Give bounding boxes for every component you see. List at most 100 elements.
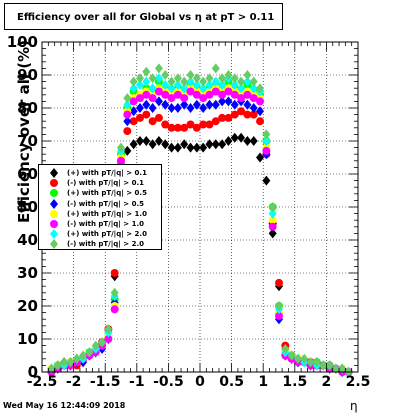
data-point bbox=[312, 357, 321, 368]
data-point bbox=[123, 93, 132, 104]
legend-label: (-) with pT/|q| > 2.0 bbox=[67, 240, 144, 249]
legend-entry: (-) with pT/|q| > 1.0 bbox=[39, 219, 161, 229]
data-point bbox=[224, 113, 233, 122]
data-point bbox=[173, 90, 182, 99]
legend-entry: (+) with pT/|q| > 1.0 bbox=[39, 209, 161, 219]
data-point bbox=[199, 94, 208, 103]
data-point bbox=[243, 76, 252, 87]
data-point bbox=[211, 76, 220, 87]
data-point bbox=[192, 79, 201, 90]
data-point bbox=[142, 76, 151, 87]
data-point bbox=[135, 94, 144, 103]
data-point bbox=[167, 103, 176, 113]
legend-label: (-) with pT/|q| > 0.1 bbox=[67, 179, 144, 188]
data-point bbox=[117, 142, 125, 153]
x-tick-label: -1 bbox=[129, 374, 145, 390]
data-point bbox=[243, 136, 252, 146]
x-axis-label: η bbox=[350, 399, 358, 413]
data-point bbox=[205, 120, 214, 129]
data-point bbox=[237, 76, 246, 87]
data-point bbox=[256, 117, 265, 126]
legend-label: (+) with pT/|q| > 0.1 bbox=[67, 169, 147, 177]
data-point bbox=[161, 90, 170, 99]
data-point bbox=[154, 63, 163, 74]
data-point bbox=[293, 353, 302, 364]
data-point bbox=[154, 73, 163, 84]
data-point bbox=[275, 278, 283, 287]
data-point bbox=[262, 129, 271, 140]
legend-label: (+) with pT/|q| > 2.0 bbox=[67, 230, 147, 239]
data-point bbox=[148, 73, 157, 84]
data-point bbox=[199, 76, 208, 87]
data-point bbox=[249, 94, 258, 103]
data-point bbox=[192, 99, 201, 110]
data-point bbox=[135, 73, 144, 84]
data-point bbox=[256, 83, 265, 94]
data-point bbox=[104, 324, 113, 335]
data-point bbox=[275, 301, 283, 311]
data-point bbox=[268, 228, 277, 239]
data-point bbox=[142, 99, 151, 110]
data-point bbox=[338, 363, 347, 374]
data-point bbox=[230, 99, 239, 110]
data-point bbox=[129, 139, 138, 150]
data-point bbox=[211, 63, 220, 74]
data-point bbox=[300, 353, 309, 364]
data-markers bbox=[47, 63, 353, 377]
data-point bbox=[110, 305, 119, 314]
legend-marker bbox=[50, 189, 58, 198]
data-point bbox=[268, 222, 277, 231]
data-point bbox=[237, 107, 246, 116]
legend-entry: (+) with pT/|q| > 0.1 bbox=[39, 168, 161, 178]
data-point bbox=[211, 139, 220, 150]
data-point bbox=[161, 70, 170, 80]
legend-entry: (+) with pT/|q| > 2.0 bbox=[39, 229, 161, 240]
data-point bbox=[249, 136, 258, 146]
data-point bbox=[167, 83, 176, 94]
legend-marker bbox=[50, 168, 58, 178]
legend-label: (-) with pT/|q| > 0.5 bbox=[67, 199, 144, 208]
data-point bbox=[262, 175, 271, 186]
y-axis-label: Efficiency over all (%) bbox=[15, 40, 33, 223]
data-point bbox=[275, 311, 283, 320]
data-point bbox=[148, 103, 157, 113]
data-point bbox=[237, 132, 246, 143]
data-point bbox=[47, 363, 56, 374]
data-point bbox=[186, 87, 195, 96]
data-point bbox=[218, 90, 227, 99]
data-point bbox=[72, 353, 81, 364]
data-point bbox=[186, 120, 195, 129]
data-point bbox=[243, 110, 252, 119]
data-point bbox=[186, 76, 195, 87]
data-point bbox=[91, 340, 100, 351]
data-point bbox=[53, 360, 62, 371]
data-point bbox=[173, 123, 182, 132]
data-point bbox=[243, 99, 252, 110]
data-point bbox=[142, 110, 151, 119]
y-tick-label: 60 bbox=[17, 165, 38, 183]
data-point bbox=[186, 70, 195, 80]
data-point bbox=[148, 94, 157, 103]
data-point bbox=[319, 360, 328, 371]
timestamp: Wed May 16 12:44:09 2018 bbox=[3, 401, 126, 410]
data-point bbox=[135, 136, 144, 146]
data-point bbox=[199, 142, 208, 153]
data-point bbox=[243, 70, 252, 80]
data-point bbox=[218, 73, 227, 84]
x-tick-label: 0 bbox=[195, 374, 205, 390]
data-point bbox=[129, 117, 138, 126]
x-tick-label: -2.5 bbox=[27, 374, 58, 390]
y-tick-label: 100 bbox=[7, 33, 38, 51]
data-point bbox=[199, 120, 208, 129]
data-point bbox=[180, 76, 189, 87]
legend-marker bbox=[50, 229, 58, 240]
data-point bbox=[256, 106, 265, 117]
data-point bbox=[230, 132, 239, 143]
data-point bbox=[167, 142, 176, 153]
data-point bbox=[331, 363, 340, 374]
legend-entry: (-) with pT/|q| > 0.1 bbox=[39, 178, 161, 188]
data-point bbox=[237, 83, 246, 94]
data-point bbox=[230, 110, 239, 119]
data-point bbox=[123, 116, 132, 127]
data-point bbox=[256, 152, 265, 163]
